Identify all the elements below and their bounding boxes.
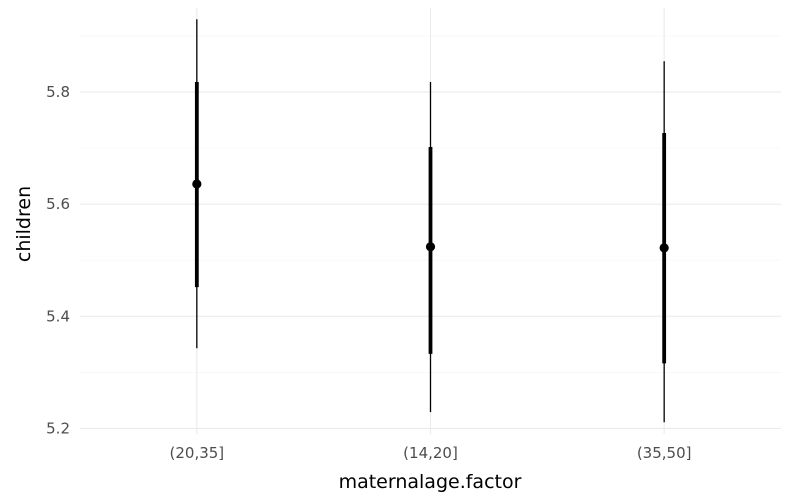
y-tick-label: 5.2 <box>46 419 70 437</box>
y-tick-label: 5.4 <box>46 307 70 325</box>
x-axis-ticks: (20,35] (14,20] (35,50] <box>170 444 692 462</box>
y-tick-label: 5.8 <box>46 83 70 101</box>
x-axis-title: maternalage.factor <box>339 471 522 493</box>
point-estimate <box>425 242 436 252</box>
point-estimate <box>659 243 669 253</box>
x-tick-label: (35,50] <box>637 444 692 462</box>
marks <box>192 19 669 423</box>
x-tick-label: (14,20] <box>403 444 458 462</box>
point-estimate <box>192 179 202 189</box>
y-tick-label: 5.6 <box>46 195 70 213</box>
x-tick-label: (20,35] <box>170 444 225 462</box>
y-axis-title: children <box>13 186 35 262</box>
y-axis-ticks: 5.2 5.4 5.6 5.8 <box>46 83 70 437</box>
